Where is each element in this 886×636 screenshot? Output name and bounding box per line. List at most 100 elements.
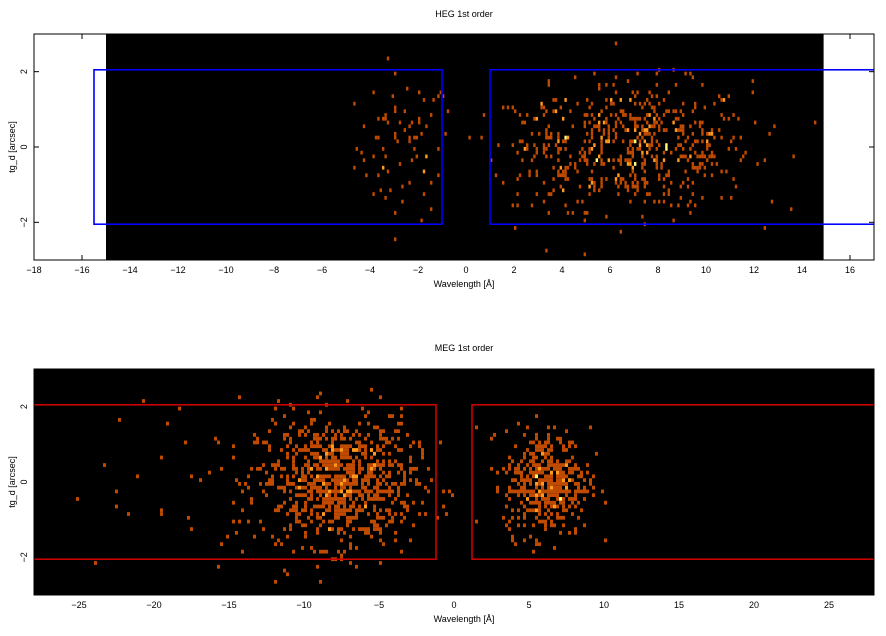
meg-x-tick-label: 5 (526, 600, 531, 610)
heg-heatmap-cell (612, 82, 615, 87)
heg-heatmap-cell (641, 154, 644, 159)
meg-heatmap-cell (559, 436, 562, 441)
meg-heatmap-cell (292, 421, 295, 426)
meg-heatmap-cell (331, 448, 334, 452)
meg-heatmap-cell (349, 534, 352, 539)
heg-heatmap-cell (394, 135, 397, 140)
heg-heatmap-cell (610, 101, 613, 106)
meg-heatmap-cell (352, 474, 355, 479)
meg-heatmap-cell (379, 530, 382, 535)
meg-heatmap-cell (364, 436, 367, 441)
meg-heatmap-cell (307, 463, 310, 467)
meg-heatmap-cell (526, 497, 529, 501)
meg-heatmap-cell (325, 451, 328, 456)
meg-heatmap-cell (319, 489, 322, 494)
meg-heatmap-cell (532, 508, 535, 513)
heg-heatmap-cell (379, 188, 382, 193)
meg-heatmap-cell (331, 444, 334, 449)
meg-heatmap-cell (160, 508, 163, 513)
meg-heatmap-cell (346, 455, 349, 460)
meg-heatmap-cell (580, 508, 583, 513)
meg-heatmap-cell (556, 466, 559, 471)
meg-heatmap-cell (379, 497, 382, 501)
meg-heatmap-cell (346, 482, 349, 486)
heg-heatmap-cell (662, 98, 666, 102)
meg-heatmap-cell (562, 497, 565, 501)
heg-heatmap-cell (521, 139, 524, 144)
heg-heatmap-cell (410, 120, 414, 125)
heg-heatmap-cell (653, 158, 656, 163)
heg-heatmap-cell (722, 98, 726, 102)
meg-heatmap-cell (388, 463, 391, 467)
meg-heatmap-cell (430, 478, 433, 482)
meg-heatmap-cell (334, 455, 337, 460)
heg-heatmap-cell (626, 128, 630, 132)
meg-heatmap-cell (289, 436, 292, 441)
meg-heatmap-cell (538, 493, 541, 498)
meg-heatmap-cell (421, 500, 424, 505)
heg-heatmap-cell (658, 128, 661, 132)
meg-heatmap-cell (355, 429, 358, 434)
meg-heatmap-cell (361, 466, 364, 471)
meg-heatmap-cell (571, 497, 574, 501)
meg-heatmap-cell (532, 455, 535, 460)
meg-heatmap-cell (526, 425, 529, 430)
meg-heatmap-cell (595, 451, 598, 456)
meg-heatmap-cell (355, 515, 358, 520)
meg-heatmap-cell (556, 478, 559, 482)
heg-heatmap-cell (444, 131, 447, 136)
heg-heatmap-cell (590, 177, 594, 181)
meg-heatmap-cell (367, 474, 370, 479)
meg-heatmap-cell (529, 534, 532, 539)
meg-heatmap-cell (355, 508, 358, 513)
heg-heatmap-cell (590, 101, 594, 106)
heg-heatmap-cell (720, 113, 723, 117)
meg-heatmap-cell (346, 444, 349, 449)
meg-heatmap-cell (388, 489, 391, 494)
heg-heatmap-cell (739, 158, 742, 163)
meg-heatmap-cell (373, 527, 376, 531)
heg-heatmap-cell (737, 116, 740, 121)
heg-heatmap-cell (384, 113, 387, 117)
heg-heatmap-cell (581, 154, 584, 159)
meg-x-tick-label: 0 (451, 600, 456, 610)
meg-heatmap-cell (553, 463, 556, 467)
meg-heatmap-cell (337, 515, 340, 520)
meg-heatmap-cell (346, 515, 349, 520)
meg-heatmap-cell (532, 523, 535, 528)
heg-heatmap-cell (689, 199, 692, 204)
meg-heatmap-cell (388, 451, 391, 456)
meg-heatmap-cell (517, 466, 520, 471)
meg-heatmap-cell (532, 451, 535, 456)
heg-heatmap-cell (614, 41, 618, 46)
heg-heatmap-cell (689, 147, 692, 151)
meg-data-window (34, 369, 874, 595)
heg-heatmap-cell (706, 131, 709, 136)
meg-heatmap-cell (532, 489, 535, 494)
meg-title: MEG 1st order (435, 343, 494, 353)
meg-heatmap-cell (538, 508, 541, 513)
meg-heatmap-cell (424, 512, 427, 516)
meg-heatmap-cell (565, 474, 568, 479)
heg-heatmap-cell (612, 139, 615, 144)
meg-heatmap-cell (340, 527, 343, 531)
meg-heatmap-cell (550, 482, 553, 486)
heg-heatmap-cell (643, 158, 646, 163)
heg-heatmap-cell (514, 226, 517, 230)
meg-heatmap-cell (379, 474, 382, 479)
meg-heatmap-cell (334, 508, 337, 513)
meg-y-tick-label: −2 (19, 552, 29, 562)
meg-heatmap-cell (382, 429, 385, 434)
meg-heatmap-cell (367, 470, 370, 475)
heg-heatmap-cell (403, 109, 406, 114)
meg-heatmap-cell (331, 459, 334, 464)
meg-heatmap-cell (586, 470, 589, 475)
heg-heatmap-cell (382, 147, 385, 151)
meg-heatmap-cell (343, 485, 346, 490)
meg-heatmap-cell (367, 497, 370, 501)
meg-heatmap-cell (376, 512, 379, 516)
heg-heatmap-cell (605, 105, 608, 110)
meg-heatmap-cell (325, 549, 328, 554)
meg-heatmap-cell (415, 478, 418, 482)
heg-heatmap-cell (564, 177, 567, 181)
